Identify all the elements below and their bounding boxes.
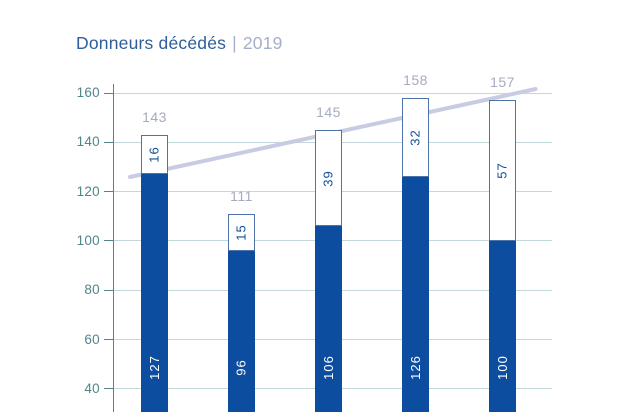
axis-tick: [104, 92, 114, 94]
bar-total-label: 158: [403, 71, 428, 88]
bar-value-light-wrap: 16: [141, 135, 168, 174]
bar-value-light: 32: [408, 129, 423, 146]
bar-value-dark-wrap: 96: [228, 340, 255, 394]
bar-value-light-wrap: 57: [489, 100, 516, 241]
bar-value-dark-wrap: 127: [141, 340, 168, 394]
y-axis-line: [113, 84, 114, 412]
bar-total-label: 143: [142, 108, 167, 125]
bar-segment-light: [228, 213, 255, 251]
bar-value-dark: 100: [494, 354, 510, 380]
y-axis-label: 120: [76, 183, 100, 199]
bar-segment-light: [489, 100, 516, 241]
axis-tick: [104, 240, 114, 242]
chart-title: Donneurs décédés | 2019: [76, 33, 283, 54]
bar-segment-dark: [228, 250, 255, 412]
bar-segment-light: [141, 134, 168, 175]
bar-value-light-wrap: 39: [315, 130, 342, 226]
bar-value-dark-wrap: 106: [315, 340, 342, 394]
bar-value-light: 16: [147, 146, 162, 163]
axis-tick: [104, 289, 114, 291]
y-axis-label: 160: [76, 85, 100, 100]
axis-tick: [104, 141, 114, 143]
bar-segment-light: [315, 129, 342, 227]
axis-tick: [104, 191, 114, 193]
gridline: [113, 92, 552, 94]
y-axis-label: 80: [84, 282, 100, 298]
y-axis-label: 100: [76, 232, 100, 248]
bar-value-dark-wrap: 100: [489, 340, 516, 394]
axis-tick: [104, 339, 114, 340]
y-axis-label: 140: [76, 134, 100, 150]
bar-segment-light: [402, 97, 429, 177]
bar-value-dark: 106: [320, 354, 336, 380]
axis-tick: [104, 388, 114, 390]
bar-value-light-wrap: 15: [228, 214, 255, 251]
bar-value-dark-wrap: 126: [402, 340, 429, 394]
bar-value-dark: 96: [234, 358, 249, 376]
bar-value-light: 39: [321, 169, 336, 187]
bar-total-label: 157: [490, 74, 515, 91]
bar-total-label: 145: [316, 103, 341, 120]
bar-value-dark: 126: [407, 354, 423, 380]
y-axis-label: 40: [84, 380, 100, 396]
bar-total-label: 111: [230, 187, 253, 204]
chart-title-year: 2019: [242, 33, 283, 53]
bar-segment-dark: [315, 226, 342, 412]
bar-value-light: 57: [495, 162, 510, 179]
bar-segment-dark: [489, 240, 516, 412]
bar-value-light: 15: [234, 224, 249, 241]
chart-title-separator: |: [232, 33, 237, 53]
bar-segment-dark: [402, 176, 429, 412]
bar-value-light-wrap: 32: [402, 98, 429, 177]
chart-title-text: Donneurs décédés: [76, 33, 227, 53]
y-axis-label: 60: [84, 331, 100, 347]
bar-value-dark: 127: [146, 354, 162, 380]
bar-segment-dark: [141, 174, 168, 412]
